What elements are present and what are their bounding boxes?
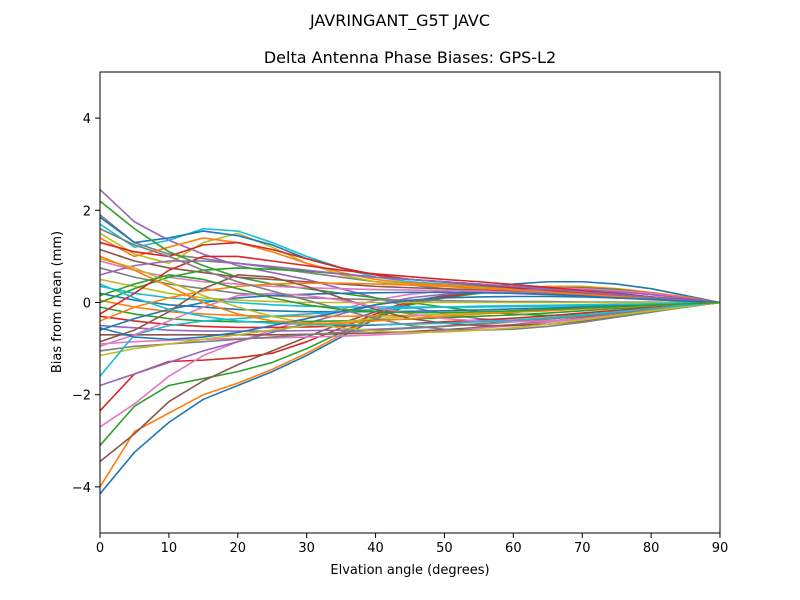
x-axis-label: Elvation angle (degrees) bbox=[330, 563, 489, 578]
series-line-34 bbox=[99, 255, 721, 315]
series-line-35 bbox=[99, 260, 721, 304]
y-tick-label: 2 bbox=[83, 204, 91, 219]
series-line-19 bbox=[99, 278, 720, 304]
y-axis-label: Bias from mean (mm) bbox=[50, 231, 65, 373]
x-axis: 0 10 20 30 40 50 60 70 80 90 bbox=[96, 533, 728, 556]
series-line-32 bbox=[99, 282, 721, 322]
series-layer bbox=[99, 188, 721, 495]
series-line-26 bbox=[100, 301, 721, 336]
series-line-41 bbox=[99, 295, 721, 341]
x-tick-label: 0 bbox=[96, 541, 104, 556]
x-tick-label: 80 bbox=[643, 541, 660, 556]
x-tick-label: 90 bbox=[712, 541, 729, 556]
x-tick-label: 10 bbox=[161, 541, 178, 556]
x-tick-label: 30 bbox=[298, 541, 315, 556]
y-tick-label: −2 bbox=[72, 389, 91, 404]
x-tick-label: 50 bbox=[436, 541, 453, 556]
chart-title: Delta Antenna Phase Biases: GPS-L2 bbox=[264, 48, 556, 67]
y-tick-label: −4 bbox=[72, 481, 91, 496]
x-tick-label: 70 bbox=[574, 541, 591, 556]
series-line-38 bbox=[99, 228, 721, 331]
y-tick-label: 0 bbox=[83, 297, 91, 312]
series-line-7 bbox=[99, 286, 721, 428]
series-line-40 bbox=[99, 283, 721, 326]
chart-suptitle: JAVRINGANT_G5T JAVC bbox=[309, 11, 490, 31]
x-tick-label: 40 bbox=[367, 541, 384, 556]
series-line-28 bbox=[99, 301, 721, 352]
y-axis: −4 −2 0 2 4 bbox=[72, 112, 100, 496]
x-tick-label: 60 bbox=[505, 541, 522, 556]
series-line-30 bbox=[99, 301, 721, 377]
y-tick-label: 4 bbox=[83, 112, 91, 127]
series-line-3 bbox=[99, 286, 721, 446]
series-line-43 bbox=[99, 274, 721, 314]
series-line-39 bbox=[99, 257, 721, 334]
x-tick-label: 20 bbox=[230, 541, 247, 556]
series-line-15 bbox=[99, 288, 721, 387]
